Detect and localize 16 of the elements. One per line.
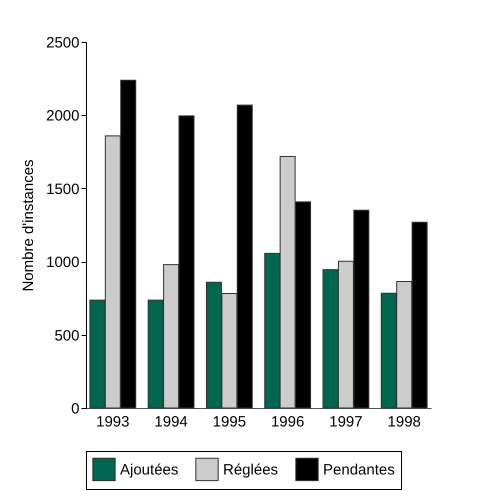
x-tick-label: 1994: [154, 414, 188, 430]
x-tick-label: 1998: [388, 414, 421, 430]
y-tick-label: 2500: [46, 34, 80, 52]
y-tick-label: 1000: [46, 254, 80, 272]
legend-label: Ajoutées: [120, 461, 178, 478]
y-tick-label: 1500: [46, 180, 80, 198]
x-tick-label: 1996: [270, 414, 304, 430]
legend-label: Pendantes: [323, 461, 395, 478]
y-tick-label: 2000: [46, 108, 80, 125]
y-tick-label: 500: [54, 327, 80, 344]
y-tick-label: 0: [71, 400, 80, 418]
x-tick-label: 1997: [329, 414, 363, 430]
y-axis-title: Nombre d'instances: [20, 159, 38, 292]
legend-label: Réglées: [223, 461, 278, 478]
x-tick-label: 1995: [212, 414, 246, 430]
x-tick-label: 1993: [96, 414, 130, 430]
